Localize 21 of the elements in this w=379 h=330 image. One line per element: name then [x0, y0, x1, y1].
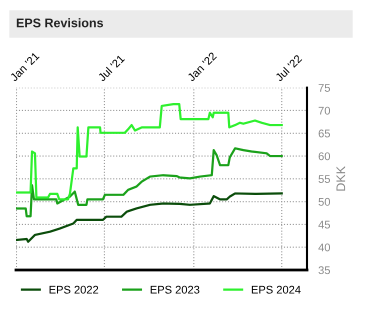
y-tick-label: 70: [318, 106, 330, 115]
y-tick-label: 35: [318, 266, 330, 274]
line-series: [16, 192, 283, 243]
legend-label: EPS 2023: [150, 286, 200, 294]
y-tick-label: 60: [318, 152, 330, 160]
x-tick-label: Jul '22: [274, 54, 302, 82]
legend-label: EPS 2022: [50, 286, 98, 294]
x-tick-label: Jan '22: [186, 52, 217, 82]
y-tick-label: 75: [318, 84, 330, 92]
y-tick-label: 40: [318, 243, 330, 252]
line-series: [16, 102, 283, 200]
line-series: [16, 147, 283, 218]
y-tick-label: 65: [318, 130, 330, 138]
y-tick-label: 55: [318, 175, 330, 183]
x-tick-label: Jan '21: [9, 52, 40, 82]
y-tick-label: 50: [318, 198, 330, 206]
x-tick-label: Jul '21: [97, 54, 125, 82]
legend-label: EPS 2024: [252, 286, 301, 294]
y-tick-label: 45: [318, 220, 330, 229]
y-axis-title: DKK: [336, 166, 346, 191]
chart-title: EPS Revisions: [16, 18, 104, 28]
